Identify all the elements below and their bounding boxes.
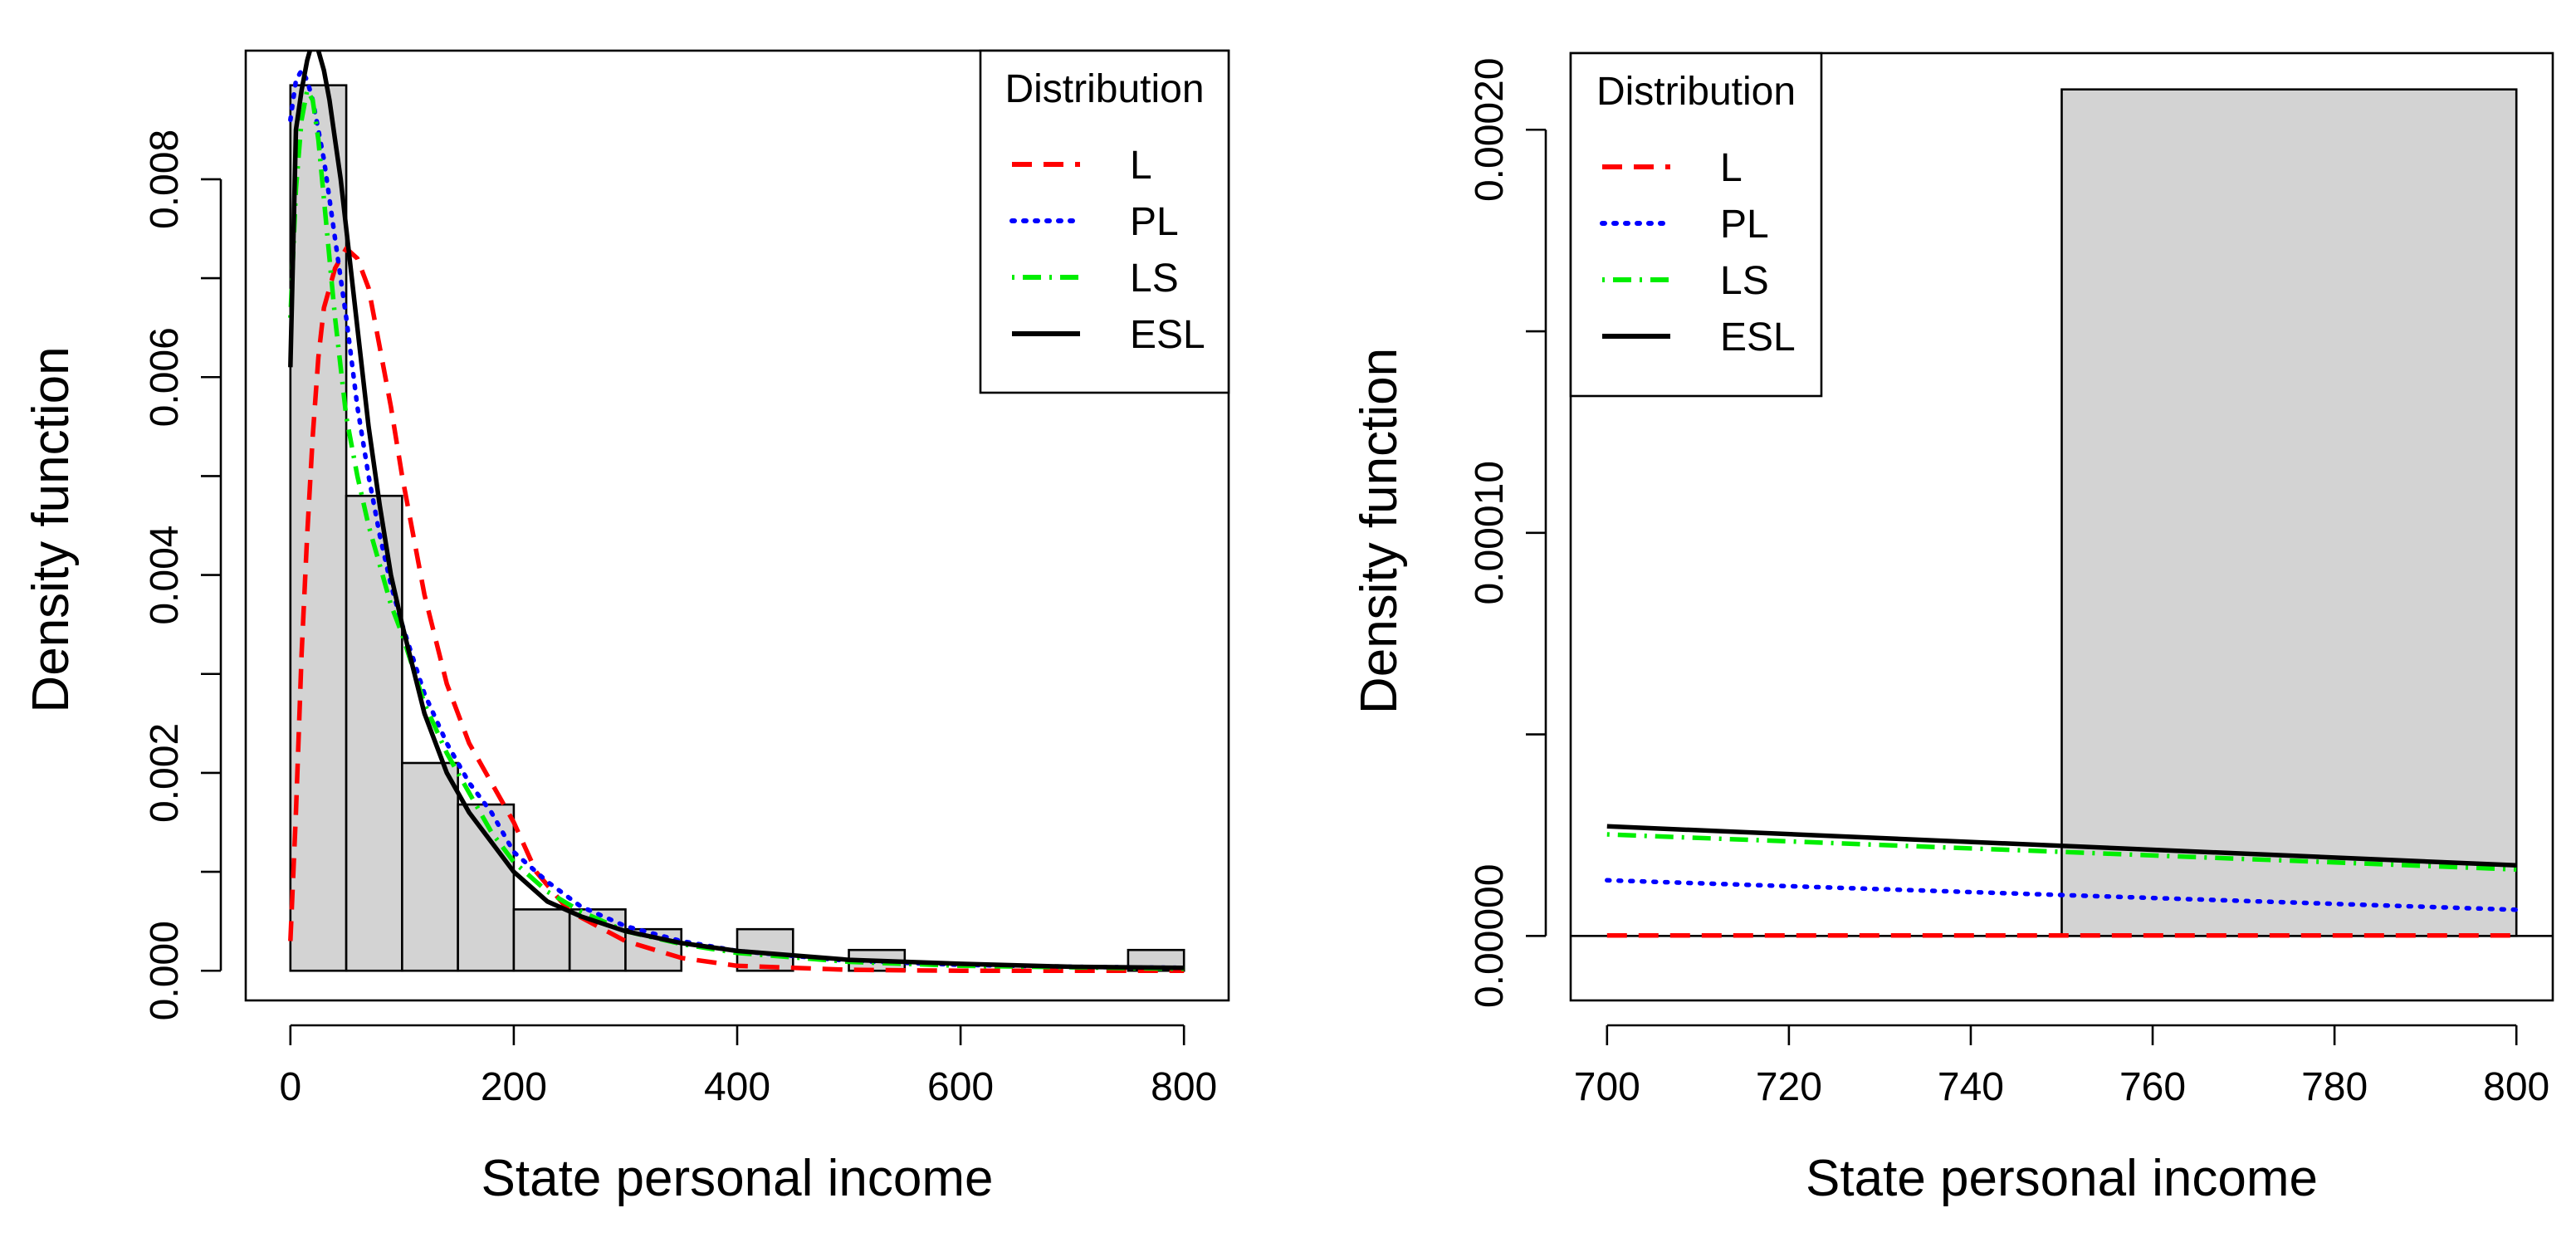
x-tick-label: 740 — [1938, 1065, 2004, 1109]
density-curve-pl — [288, 68, 1186, 971]
x-axis-title: State personal income — [1806, 1150, 2318, 1207]
density-curve-pl — [1605, 878, 2519, 912]
legend-label-ls: LS — [1130, 257, 1179, 301]
x-tick-label: 780 — [2301, 1065, 2368, 1109]
x-tick-label: 400 — [704, 1065, 770, 1109]
y-tick-label: 0.004 — [143, 526, 187, 625]
x-tick-label: 800 — [2483, 1065, 2549, 1109]
y-tick-label: 0.00020 — [1468, 57, 1512, 202]
plot-frame — [244, 49, 1230, 1002]
legend-label-esl: ESL — [1130, 313, 1205, 357]
y-tick-label: 0.00010 — [1468, 461, 1512, 605]
x-tick-label: 200 — [481, 1065, 547, 1109]
density-curve-esl — [288, 51, 1185, 971]
right-histogram-panel: 700 720 740 760 780 800 0.00000 0.00010 0.00020 S… — [1351, 51, 2554, 1207]
histogram-bar-1 — [345, 494, 403, 972]
x-tick-label: 760 — [2119, 1065, 2186, 1109]
y-tick-label: 0.008 — [143, 130, 187, 229]
x-axis-title: State personal income — [481, 1150, 994, 1207]
density-curves — [288, 51, 1186, 974]
density-curve-esl — [1606, 824, 2517, 868]
x-tick-label: 600 — [927, 1065, 994, 1109]
legend-label-pl: PL — [1720, 203, 1769, 247]
y-tick-label: 0.006 — [143, 327, 187, 427]
x-tick-label: 0 — [279, 1065, 301, 1109]
histogram-bar-2 — [401, 761, 459, 972]
x-tick-label: 800 — [1151, 1065, 1217, 1109]
y-axis-title: Density function — [1351, 348, 1408, 714]
density-curves — [1605, 824, 2519, 938]
legend-label-pl: PL — [1130, 200, 1179, 244]
y-axis-title: Density function — [22, 346, 80, 712]
legend-label-ls: LS — [1720, 259, 1769, 303]
legend-label-l: L — [1720, 146, 1743, 190]
x-tick-label: 720 — [1756, 1065, 1822, 1109]
left-histogram-panel: 0 200 400 600 800 0.000 0.002 0.004 0.006 0.008 St… — [22, 49, 1230, 1207]
y-tick-label: 0.002 — [143, 723, 187, 823]
legend-label-esl: ESL — [1720, 315, 1796, 359]
legend-title: Distribution — [1596, 70, 1796, 114]
legend-title: Distribution — [1004, 67, 1204, 111]
y-tick-label: 0.00000 — [1468, 864, 1512, 1009]
plot-frame — [1569, 51, 2554, 1002]
legend-box — [1569, 51, 1823, 398]
y-tick-label: 0.000 — [143, 921, 187, 1020]
histogram-bar-4 — [512, 908, 571, 972]
histogram-bar-3 — [457, 803, 516, 972]
x-tick-label: 700 — [1574, 1065, 1640, 1109]
histogram-bar-0 — [2060, 88, 2518, 937]
legend-label-l: L — [1130, 144, 1152, 188]
histogram-bar-0 — [289, 84, 348, 972]
density-curve-ls — [1606, 832, 2517, 872]
